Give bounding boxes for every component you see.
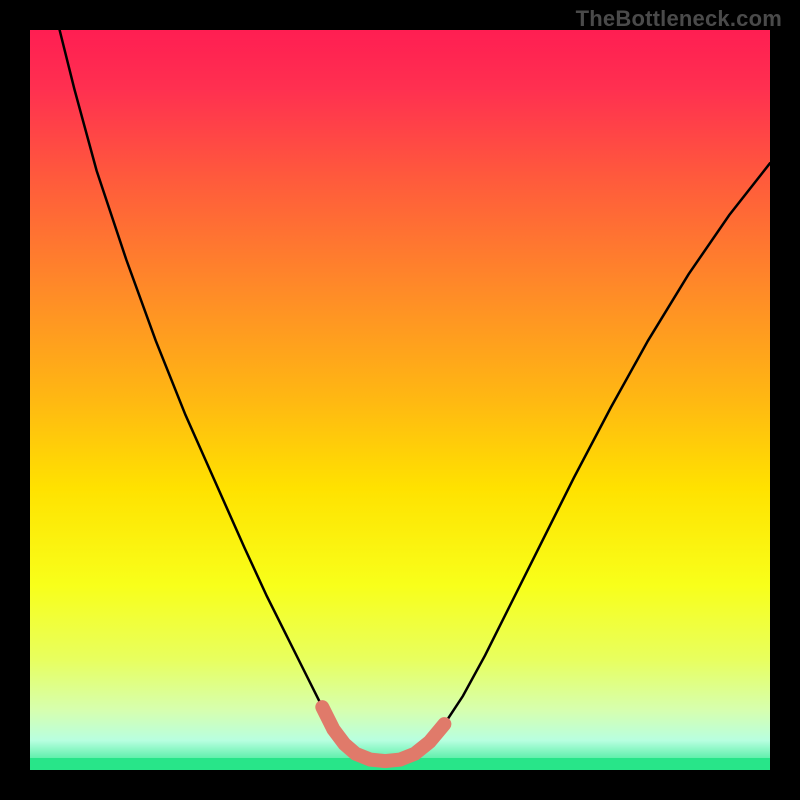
watermark-text: TheBottleneck.com (576, 6, 782, 32)
gradient-background (30, 30, 770, 770)
chart-container: TheBottleneck.com (0, 0, 800, 800)
chart-svg (0, 0, 800, 800)
